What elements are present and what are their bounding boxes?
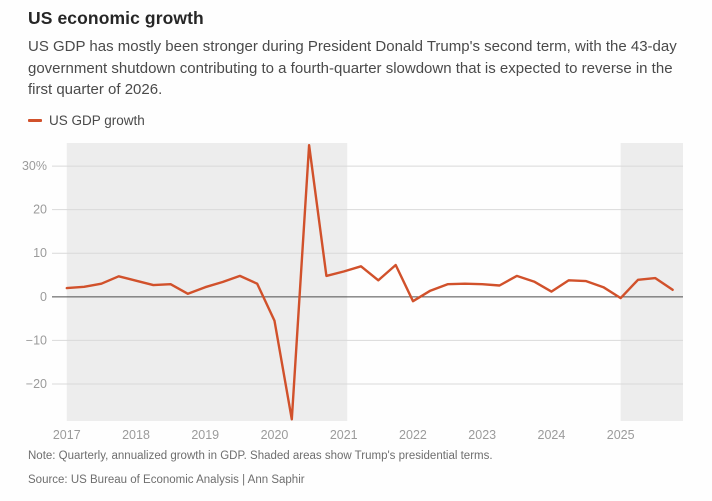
y-axis-tick-label: 10 [33,246,47,260]
gdp-line-chart: 30% 20 10 0 −10 −20 2017 2018 2019 2020 2021 2022 20… [0,138,712,448]
chart-canvas: 30% 20 10 0 −10 −20 2017 2018 2019 2020 2021 2022 20… [22,143,683,442]
legend-label: US GDP growth [49,113,145,128]
x-axis-tick-label: 2022 [399,428,427,442]
x-axis-tick-label: 2021 [330,428,358,442]
y-axis-tick-label: 20 [33,203,47,217]
x-axis-tick-label: 2019 [191,428,219,442]
legend: US GDP growth [28,113,145,128]
y-axis-tick-label: 30% [22,159,47,173]
shaded-term-region [66,143,348,421]
y-axis-tick-label: −10 [26,333,47,347]
legend-line-swatch [28,119,42,122]
x-axis-tick-label: 2024 [538,428,566,442]
y-axis-tick-label: 0 [40,290,47,304]
x-axis-tick-label: 2023 [468,428,496,442]
chart-source: Source: US Bureau of Economic Analysis |… [28,474,305,486]
gdp-growth-line [65,143,674,421]
x-axis-tick-label: 2017 [53,428,81,442]
x-axis-tick-label: 2020 [261,428,289,442]
x-axis-tick-label: 2018 [122,428,150,442]
y-axis-tick-label: −20 [26,377,47,391]
shaded-term-region [620,143,683,421]
chart-title: US economic growth [28,8,204,28]
chart-subtitle: US GDP has mostly been stronger during P… [28,38,677,98]
x-axis-tick-label: 2025 [607,428,635,442]
chart-note: Note: Quarterly, annualized growth in GD… [28,450,493,462]
